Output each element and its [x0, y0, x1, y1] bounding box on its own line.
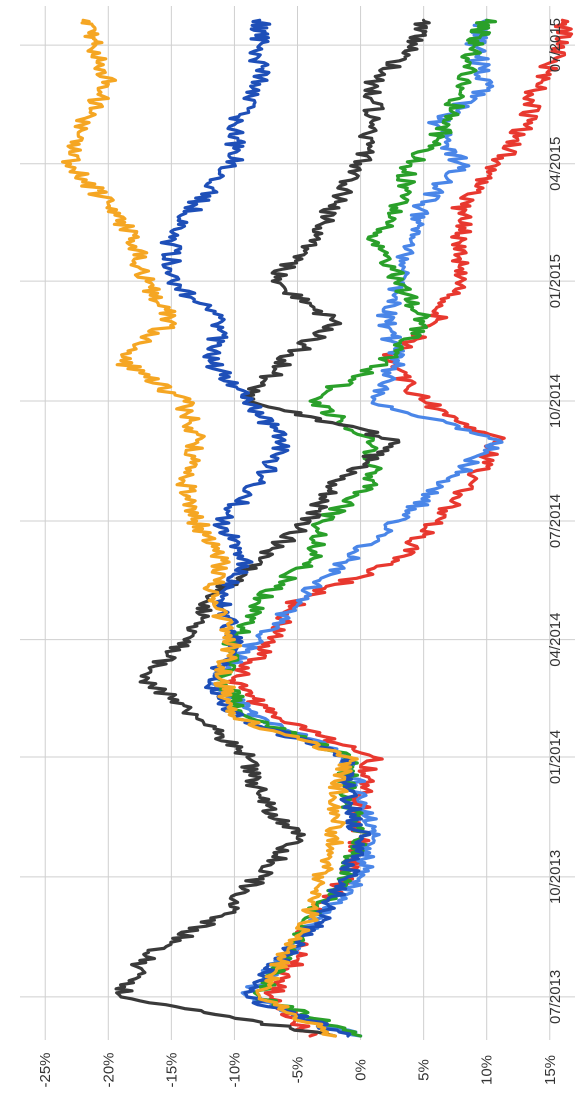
date-tick-label: 04/2014	[547, 613, 564, 667]
value-tick-label: -15%	[163, 1052, 180, 1087]
tick-layer: -25% -20% -15% -10% -5% 0% 5% 10% 15% 07/2013 10/2…	[37, 18, 564, 1088]
date-tick-label: 07/2015	[547, 18, 564, 72]
grid-layer	[20, 6, 575, 1040]
value-tick-label: 15%	[542, 1055, 559, 1085]
series-layer	[61, 18, 574, 1038]
value-tick-label: -5%	[290, 1057, 307, 1084]
value-tick-label: -25%	[37, 1052, 54, 1087]
date-tick-label: 01/2014	[547, 730, 564, 784]
date-tick-label: 07/2014	[547, 494, 564, 548]
date-tick-label: 01/2015	[547, 254, 564, 308]
value-tick-label: 10%	[479, 1055, 496, 1085]
date-tick-label: 04/2015	[547, 137, 564, 191]
value-tick-label: -20%	[100, 1052, 117, 1087]
date-tick-label: 07/2013	[547, 970, 564, 1024]
series-line-4	[114, 18, 431, 1038]
value-tick-label: 5%	[416, 1059, 433, 1081]
date-tick-label: 10/2013	[547, 850, 564, 904]
series-line-5	[159, 18, 372, 1038]
series-line-1	[224, 18, 574, 1038]
date-tick-label: 10/2014	[547, 374, 564, 428]
series-line-2	[207, 18, 504, 1038]
value-tick-label: 0%	[353, 1059, 370, 1081]
series-line-6	[61, 18, 359, 1038]
value-tick-label: -10%	[226, 1052, 243, 1087]
